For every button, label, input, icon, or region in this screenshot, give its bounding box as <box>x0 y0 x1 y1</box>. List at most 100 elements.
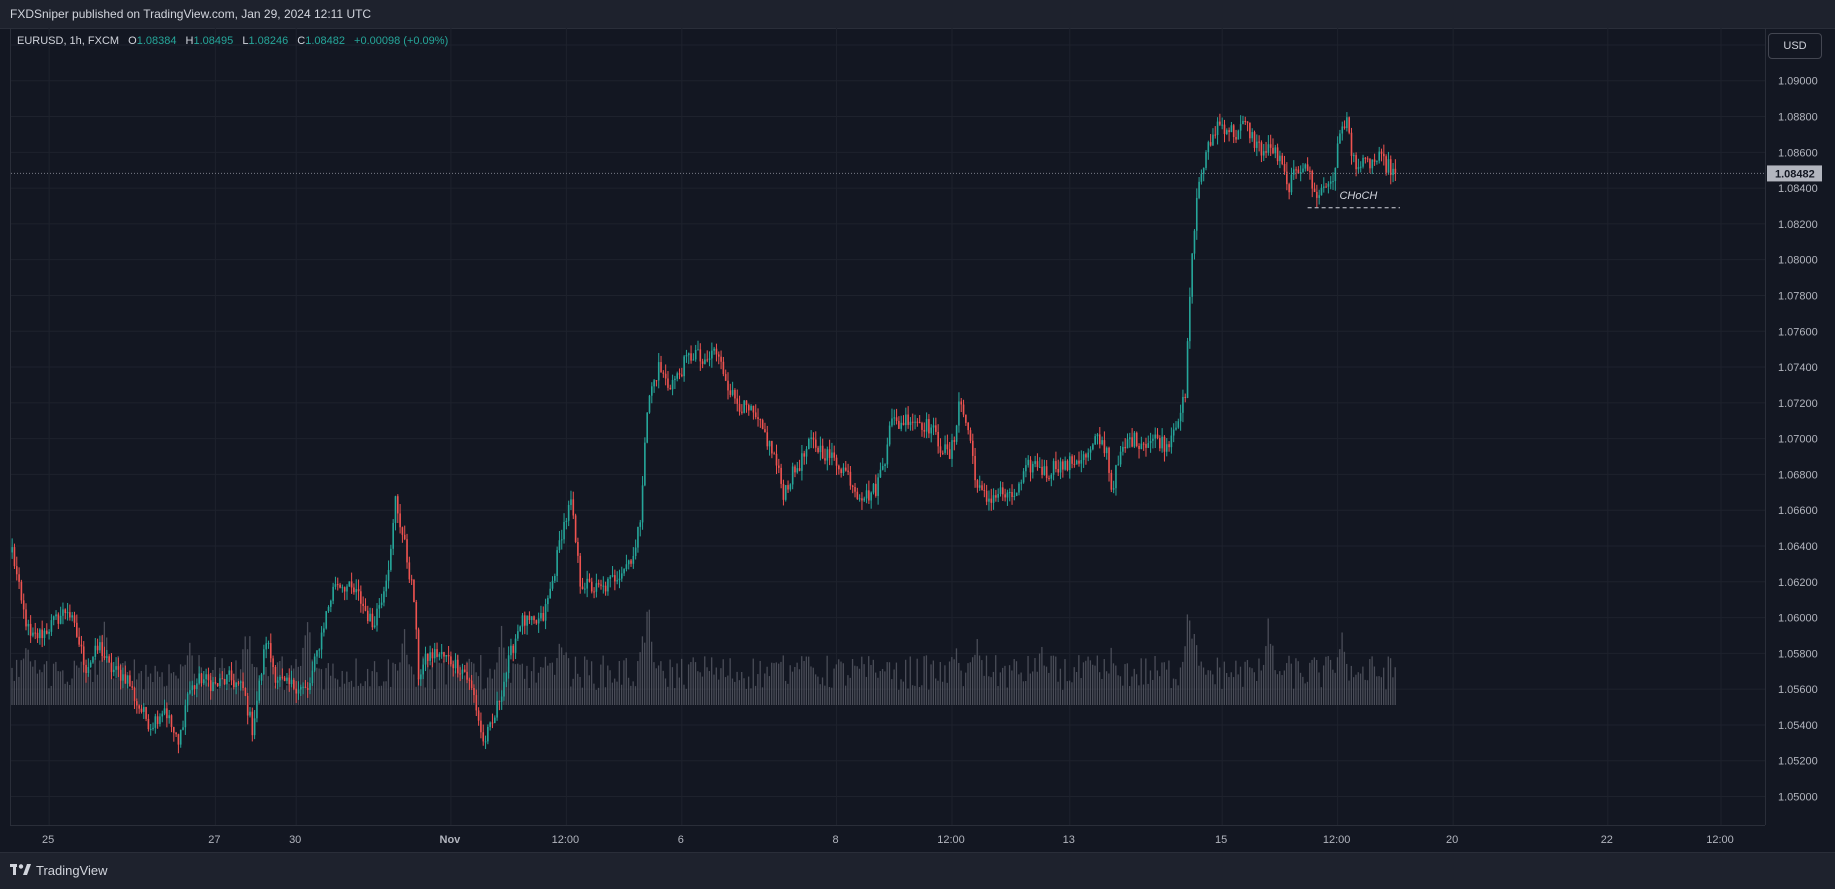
candle-body <box>343 587 346 592</box>
candle-body <box>320 632 323 650</box>
candle-body <box>1359 166 1362 168</box>
volume-bar <box>856 666 858 705</box>
candle-body <box>734 389 736 399</box>
candle-body <box>727 380 729 391</box>
candle-body <box>1172 429 1175 436</box>
volume-bar <box>1198 665 1200 705</box>
candle-body <box>186 693 189 706</box>
volume-bar <box>25 648 27 705</box>
candle-body <box>722 361 725 375</box>
candle-body <box>1131 437 1133 447</box>
candle-body <box>1198 181 1200 198</box>
candle-body <box>475 695 478 711</box>
volume-bar <box>244 636 246 705</box>
volume-bar <box>1165 669 1168 705</box>
volume-bar <box>976 639 978 705</box>
price-axis-labels: 1.092001.090001.088001.086001.084001.082… <box>1767 40 1822 804</box>
candle-body <box>810 437 812 439</box>
time-axis[interactable]: 25 27 30 Nov 12:00 6 8 12:00 13 15 12:00 20 22 12:00 <box>10 825 1765 853</box>
candle-body <box>1239 124 1242 131</box>
chart-pane[interactable]: CHoCH <box>10 28 1766 825</box>
candle-body <box>216 683 219 687</box>
candle-body <box>1283 163 1286 172</box>
candle-body <box>117 666 120 670</box>
volume-bar <box>939 661 941 705</box>
volume-bar <box>424 687 426 705</box>
candle-body <box>969 430 972 441</box>
volume-bar <box>126 671 129 705</box>
candle-body <box>346 586 348 592</box>
candle-body <box>526 615 528 626</box>
volume-bar <box>1309 662 1311 705</box>
symbol-name[interactable]: EURUSD, 1h, FXCM <box>17 35 120 47</box>
candlestick-chart[interactable]: CHoCH <box>11 28 1766 825</box>
volume-bar <box>565 652 567 705</box>
candle-body <box>237 682 240 684</box>
volume-bar <box>45 661 48 705</box>
candle-body <box>1138 445 1140 449</box>
volume-bar <box>706 667 708 705</box>
candle-body <box>1184 396 1187 398</box>
candle-body <box>76 622 78 637</box>
volume-bar <box>1373 666 1376 705</box>
currency-button[interactable]: USD <box>1768 33 1822 59</box>
volume-bar <box>64 683 66 705</box>
candle-body <box>1161 436 1163 449</box>
candle-body <box>1038 466 1041 468</box>
candles <box>11 112 1397 754</box>
candle-body <box>914 421 916 423</box>
volume-bar <box>974 654 976 705</box>
volume-bar <box>177 678 179 705</box>
price-axis[interactable]: 1.092001.090001.088001.086001.084001.082… <box>1765 28 1835 825</box>
candle-body <box>572 499 575 516</box>
volume-bar <box>803 660 805 705</box>
candle-body <box>334 584 337 587</box>
choch-label[interactable]: CHoCH <box>1339 190 1377 202</box>
candle-body <box>175 732 177 735</box>
volume-bar <box>87 674 89 705</box>
candle-body <box>574 515 577 543</box>
volume-bar <box>131 689 133 705</box>
candle-body <box>618 578 621 581</box>
volume-bar <box>644 642 646 705</box>
volume-bar <box>650 641 653 705</box>
candle-body <box>52 616 55 621</box>
candle-body <box>362 603 364 607</box>
volume-bar <box>526 665 528 705</box>
candle-body <box>283 677 286 681</box>
volume-bar <box>1115 665 1117 705</box>
volume-bar <box>521 663 523 705</box>
candle-body <box>637 526 639 548</box>
candle-body <box>304 686 307 688</box>
volume-bar <box>877 677 879 705</box>
volume-bar <box>685 688 687 705</box>
volume-bar <box>588 675 590 705</box>
candle-body <box>360 591 362 604</box>
candle-body <box>946 444 949 450</box>
candle-body <box>336 584 339 586</box>
candle-body <box>715 348 718 355</box>
candle-body <box>394 496 397 523</box>
volume-bar <box>1242 686 1244 705</box>
candle-body <box>1318 195 1320 198</box>
volume-bar <box>747 676 750 705</box>
candle-body <box>136 701 138 706</box>
candle-body <box>757 417 759 419</box>
candle-body <box>983 489 986 491</box>
volume-bar <box>925 655 928 705</box>
candle-body <box>729 390 732 395</box>
volume-bar <box>233 673 235 705</box>
candle-body <box>496 700 498 718</box>
volume-bar <box>1087 656 1089 705</box>
candle-body <box>960 401 963 405</box>
tradingview-logo[interactable]: TradingView <box>10 863 108 878</box>
volume-bar <box>634 686 637 705</box>
volume-bar <box>13 680 15 705</box>
volume-bar <box>477 676 480 705</box>
candle-body <box>907 414 909 425</box>
volume-bar <box>1193 634 1195 705</box>
candle-body <box>935 425 937 432</box>
published-text: FXDSniper published on TradingView.com, … <box>10 7 372 21</box>
volume-bar <box>874 672 877 705</box>
candle-body <box>376 608 378 626</box>
